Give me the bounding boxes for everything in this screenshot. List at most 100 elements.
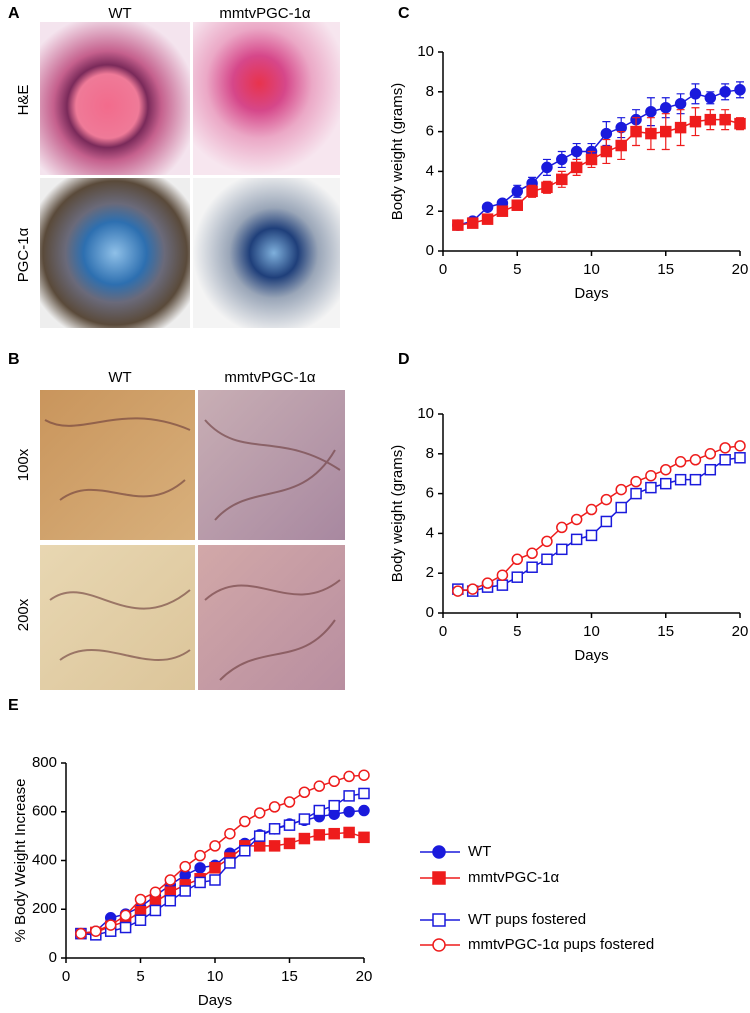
- marker: [704, 463, 717, 476]
- row-label: 200x: [15, 598, 32, 631]
- micrograph: [198, 545, 345, 690]
- y-tick-label: 200: [32, 900, 57, 917]
- marker: [734, 84, 746, 96]
- marker: [179, 860, 191, 873]
- y-tick-label: 8: [426, 445, 434, 462]
- micrograph: [193, 22, 340, 175]
- marker: [119, 909, 132, 922]
- y-tick-label: 6: [426, 123, 434, 140]
- marker: [630, 475, 642, 488]
- marker: [481, 213, 494, 225]
- y-tick-label: 0: [426, 604, 434, 621]
- panel-letter: A: [8, 5, 20, 22]
- marker: [149, 886, 162, 898]
- marker: [615, 139, 627, 152]
- x-axis-label: Days: [574, 647, 608, 664]
- marker: [452, 585, 464, 597]
- marker: [674, 121, 687, 134]
- x-axis-label: Days: [574, 285, 608, 302]
- marker: [343, 806, 355, 818]
- panel-letter: E: [8, 697, 19, 714]
- marker: [645, 469, 657, 482]
- legend-marker: [432, 845, 446, 859]
- y-tick-label: 2: [426, 564, 434, 581]
- marker: [541, 553, 553, 566]
- marker: [511, 571, 523, 583]
- y-tick-label: 800: [32, 754, 57, 771]
- marker: [268, 823, 281, 835]
- marker: [526, 561, 538, 573]
- marker: [541, 535, 553, 548]
- marker: [734, 440, 746, 452]
- chart: E 0 200 400 600 800 0 5 10 15 20 % Body Weight Incr…: [8, 697, 654, 1009]
- marker: [674, 456, 687, 468]
- marker: [239, 815, 251, 828]
- y-axis-label: Body weight (grams): [389, 445, 406, 583]
- marker: [719, 113, 731, 126]
- marker: [164, 874, 177, 886]
- marker: [674, 97, 687, 110]
- x-tick-label: 0: [439, 261, 447, 278]
- legend-label: WT pups fostered: [468, 911, 586, 928]
- marker: [511, 185, 523, 198]
- marker: [194, 862, 206, 874]
- marker: [75, 927, 87, 940]
- x-tick-label: 5: [513, 261, 521, 278]
- row-label: H&E: [15, 85, 32, 116]
- marker: [343, 826, 355, 839]
- marker: [630, 125, 642, 138]
- marker: [600, 145, 613, 158]
- x-tick-label: 10: [207, 968, 224, 985]
- x-tick-label: 10: [583, 623, 600, 640]
- micrograph: [40, 545, 195, 690]
- x-tick-label: 20: [732, 623, 749, 640]
- marker: [134, 914, 147, 926]
- panel-b: B WT mmtvPGC-1α 100x 200x: [8, 351, 345, 690]
- marker: [689, 88, 702, 100]
- marker: [253, 830, 266, 842]
- x-tick-label: 5: [513, 623, 521, 640]
- y-tick-label: 2: [426, 202, 434, 219]
- marker: [283, 819, 296, 831]
- marker: [179, 885, 191, 897]
- marker: [689, 115, 702, 128]
- marker: [704, 113, 717, 126]
- marker: [283, 796, 296, 808]
- marker: [194, 876, 206, 889]
- x-tick-label: 15: [657, 261, 674, 278]
- duct-sketch: [44, 417, 341, 681]
- panel-a: A WT mmtvPGC-1α H&E PGC-1α: [8, 5, 340, 328]
- x-tick-label: 10: [583, 261, 600, 278]
- marker: [660, 101, 672, 114]
- chart: C 0 2 4 6 8 10 0 5 10 15 20 Body weight (grams) Days: [389, 5, 748, 302]
- marker: [600, 515, 613, 528]
- marker: [585, 153, 598, 166]
- y-tick-label: 4: [426, 162, 434, 179]
- marker: [298, 813, 311, 825]
- x-axis-label: Days: [198, 992, 232, 1009]
- marker: [541, 161, 553, 174]
- y-tick-label: 0: [426, 242, 434, 259]
- marker: [719, 442, 731, 454]
- marker: [570, 161, 583, 174]
- marker: [149, 904, 162, 917]
- y-tick-label: 600: [32, 803, 57, 820]
- marker: [209, 862, 221, 874]
- legend-marker: [432, 913, 446, 927]
- marker: [689, 454, 702, 466]
- y-tick-label: 10: [417, 405, 434, 422]
- x-tick-label: 20: [732, 261, 749, 278]
- row-label: PGC-1α: [15, 227, 32, 282]
- marker: [645, 105, 657, 118]
- marker: [452, 219, 464, 231]
- micrograph: [193, 178, 340, 328]
- marker: [704, 448, 717, 460]
- x-tick-label: 15: [281, 968, 298, 985]
- marker: [253, 840, 266, 852]
- panel-letter: D: [398, 351, 410, 368]
- marker: [224, 827, 236, 840]
- marker: [704, 92, 717, 104]
- marker: [719, 454, 731, 466]
- marker: [660, 125, 672, 138]
